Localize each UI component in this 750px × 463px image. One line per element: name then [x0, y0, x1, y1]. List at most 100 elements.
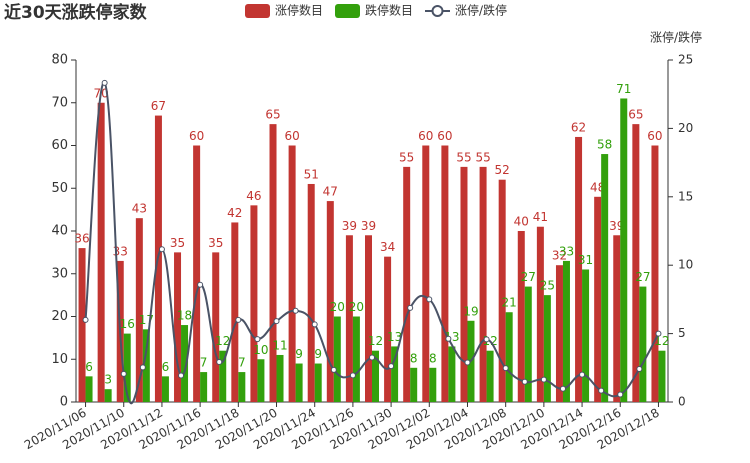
y-tick-label: 40: [51, 224, 68, 239]
bar: [85, 376, 93, 402]
bar: [352, 316, 360, 402]
line-point: [636, 366, 643, 373]
bar-label: 20: [330, 300, 345, 314]
bar-label: 18: [177, 309, 192, 323]
bar-label: 36: [74, 232, 89, 246]
bar: [582, 269, 590, 402]
line-point: [617, 391, 624, 398]
bar: [269, 124, 277, 402]
bar-label: 17: [139, 313, 154, 327]
line-point: [559, 385, 566, 392]
line-point: [407, 304, 414, 311]
line-point: [158, 246, 165, 253]
bar: [276, 354, 284, 402]
bar-label: 27: [635, 270, 650, 284]
bar-label: 71: [616, 82, 631, 96]
bar-label: 19: [463, 304, 478, 318]
bar-label: 52: [495, 163, 510, 177]
bar-label: 20: [349, 300, 364, 314]
bar-label: 39: [342, 219, 357, 233]
line-point: [254, 336, 261, 343]
bar-label: 12: [368, 334, 383, 348]
bar-label: 9: [295, 347, 303, 361]
bar: [403, 166, 411, 402]
line-point: [273, 318, 280, 325]
line-point: [483, 336, 490, 343]
bar-label: 27: [521, 270, 536, 284]
line-point: [579, 371, 586, 378]
bar-label: 12: [654, 334, 669, 348]
line-point: [235, 316, 242, 323]
bar-label: 60: [284, 129, 299, 143]
bar-label: 7: [238, 356, 246, 370]
bar: [536, 226, 544, 402]
line-point: [426, 296, 433, 303]
line-point: [216, 359, 223, 366]
bar: [391, 346, 399, 402]
bar: [212, 252, 220, 402]
bar-label: 8: [429, 351, 437, 365]
bar-label: 10: [253, 343, 268, 357]
bar-label: 65: [628, 108, 643, 122]
bar: [250, 205, 258, 402]
line-point: [311, 321, 318, 328]
legend-swatch: [431, 5, 444, 17]
bar: [219, 350, 227, 402]
line-point: [655, 330, 662, 337]
bar-label: 60: [189, 129, 204, 143]
bar: [613, 235, 621, 402]
bar-label: 55: [456, 150, 471, 164]
bar-label: 39: [361, 219, 376, 233]
bar: [594, 196, 602, 402]
bar-label: 42: [227, 206, 242, 220]
y2-tick-label: 0: [678, 395, 686, 409]
bar: [575, 136, 583, 402]
bar: [620, 98, 628, 402]
y2-tick-label: 20: [678, 121, 693, 135]
line-point: [369, 354, 375, 361]
bar: [429, 367, 437, 402]
bar-label: 33: [559, 244, 574, 258]
bar: [345, 235, 353, 402]
bar-label: 9: [314, 347, 322, 361]
bar-label: 31: [578, 253, 593, 267]
bar: [193, 145, 201, 402]
y-tick-label: 70: [51, 95, 68, 110]
line-point: [292, 307, 299, 314]
bar: [639, 286, 647, 402]
bar: [658, 350, 666, 402]
line-point: [502, 365, 509, 372]
line-point: [178, 372, 185, 379]
bar-label: 35: [208, 236, 223, 250]
bar: [632, 124, 640, 402]
bar: [97, 102, 105, 402]
line-point: [540, 376, 547, 383]
line-point: [139, 364, 146, 371]
bar-label: 13: [387, 330, 402, 344]
bar-label: 7: [200, 356, 208, 370]
bar: [498, 179, 506, 402]
bar: [524, 286, 532, 402]
bar: [365, 235, 372, 402]
bar-label: 40: [514, 215, 529, 229]
legend-label: 涨停数目: [275, 3, 323, 18]
bar: [257, 359, 265, 402]
bar-label: 47: [323, 185, 338, 199]
line-point: [120, 370, 127, 377]
bar: [562, 260, 570, 402]
bar: [651, 145, 659, 402]
bar-label: 6: [85, 360, 93, 374]
bar-label: 51: [304, 167, 319, 181]
bar-label: 43: [132, 202, 147, 216]
bar-label: 16: [120, 317, 135, 331]
bar-label: 55: [399, 150, 414, 164]
bar-label: 60: [418, 129, 433, 143]
bar-label: 60: [437, 129, 452, 143]
bar: [410, 367, 418, 402]
bar: [78, 248, 86, 402]
y2-tick-label: 10: [678, 258, 693, 272]
legend-label: 涨停/跌停: [455, 3, 507, 18]
line-point: [598, 387, 605, 394]
y-tick-label: 80: [51, 53, 68, 68]
bar: [384, 256, 392, 402]
